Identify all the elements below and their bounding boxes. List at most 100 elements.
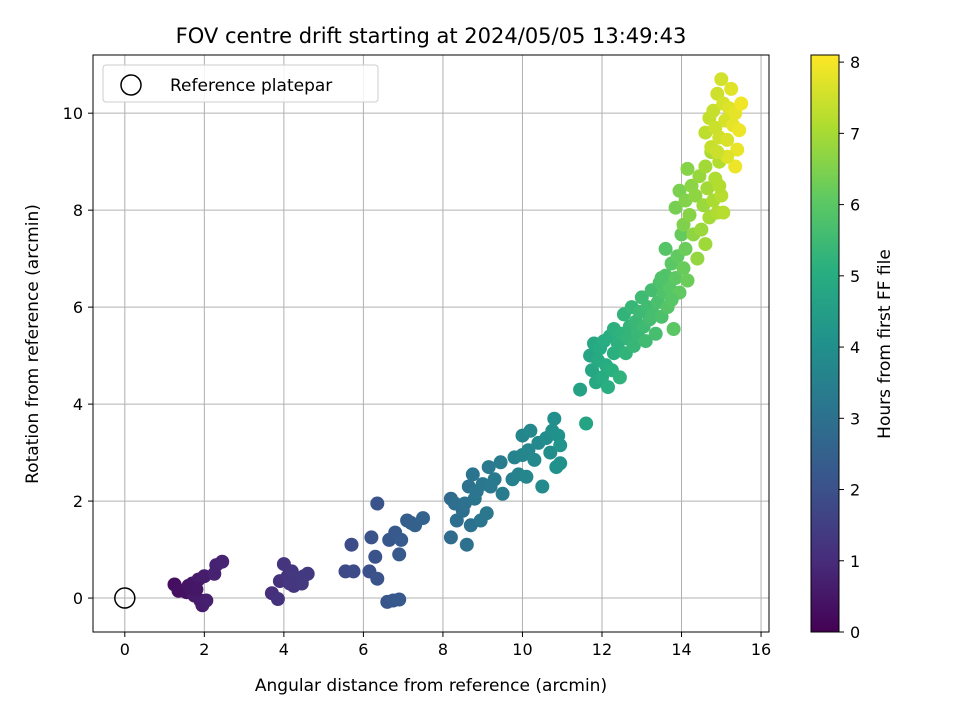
data-point xyxy=(416,511,430,526)
data-point xyxy=(654,271,669,285)
x-tick-label: 4 xyxy=(279,640,289,659)
colorbar: 0 1 2 3 4 5 6 7 8 Hours from first FF file xyxy=(810,53,895,642)
data-point xyxy=(547,411,562,426)
x-tick-label: 10 xyxy=(512,640,532,659)
data-point xyxy=(300,566,315,581)
x-tick-label: 8 xyxy=(438,640,448,659)
data-point xyxy=(666,322,681,336)
data-point xyxy=(658,241,673,256)
data-point xyxy=(527,452,542,467)
data-point xyxy=(728,159,743,174)
data-point xyxy=(668,271,683,285)
colorbar-label: Hours from first FF file xyxy=(875,249,895,439)
data-point xyxy=(364,530,379,545)
data-point xyxy=(690,251,705,266)
data-point xyxy=(370,571,385,586)
data-point xyxy=(189,582,204,597)
data-point xyxy=(680,273,695,288)
colorbar-tick-label: 8 xyxy=(850,53,860,72)
plot-frame xyxy=(92,54,770,633)
data-point xyxy=(493,455,508,470)
data-point xyxy=(465,467,480,482)
data-point xyxy=(734,96,749,111)
reference-platepar-marker xyxy=(114,587,136,609)
data-point xyxy=(706,103,721,118)
y-axis: 0 2 4 6 8 10 xyxy=(63,104,93,608)
data-point xyxy=(678,241,693,256)
y-tick-label: 0 xyxy=(73,589,83,608)
data-point xyxy=(270,592,285,606)
colorbar-tick-label: 1 xyxy=(850,552,860,571)
legend: Reference platepar xyxy=(102,64,379,103)
data-point xyxy=(535,479,550,494)
data-point xyxy=(716,205,731,220)
data-point xyxy=(392,547,407,562)
colorbar-tick-label: 0 xyxy=(850,623,860,642)
x-axis: 0 2 4 6 8 10 12 14 16 xyxy=(120,632,771,659)
data-point xyxy=(392,592,407,607)
data-point xyxy=(688,188,703,203)
data-point xyxy=(282,576,297,591)
data-point xyxy=(523,423,538,438)
colorbar-tick-label: 4 xyxy=(850,338,860,357)
data-point xyxy=(700,181,715,196)
data-point xyxy=(479,506,494,521)
data-point xyxy=(601,380,615,395)
y-tick-label: 6 xyxy=(73,298,83,317)
data-point xyxy=(720,132,735,147)
reference-marker-layer xyxy=(114,587,136,609)
y-tick-label: 8 xyxy=(73,201,83,220)
data-point xyxy=(481,460,496,475)
y-tick-label: 10 xyxy=(63,104,83,123)
colorbar-tick-label: 7 xyxy=(850,124,860,143)
data-point xyxy=(712,178,727,193)
x-tick-label: 0 xyxy=(120,640,130,659)
y-axis-label: Rotation from reference (arcmin) xyxy=(23,204,43,484)
colorbar-tick-label: 2 xyxy=(850,481,860,500)
data-point xyxy=(676,261,691,276)
data-point xyxy=(443,530,458,545)
data-point xyxy=(495,486,510,501)
data-point xyxy=(370,496,385,511)
data-point xyxy=(368,549,383,564)
x-tick-label: 16 xyxy=(751,640,771,659)
x-tick-label: 2 xyxy=(199,640,209,659)
x-tick-label: 6 xyxy=(358,640,368,659)
data-point xyxy=(638,334,653,349)
data-point xyxy=(710,145,725,159)
data-point xyxy=(724,81,739,96)
data-point xyxy=(553,456,568,471)
grid xyxy=(93,55,769,632)
data-point xyxy=(698,159,713,174)
data-point xyxy=(579,416,594,431)
data-point xyxy=(698,237,713,252)
data-point xyxy=(459,537,474,552)
data-point xyxy=(626,338,641,353)
chart-title: FOV centre drift starting at 2024/05/05 … xyxy=(176,24,687,48)
data-point xyxy=(215,554,230,569)
data-point xyxy=(714,72,729,87)
data-point xyxy=(732,123,747,138)
data-point xyxy=(394,532,409,547)
colorbar-gradient xyxy=(810,54,840,633)
data-point xyxy=(694,222,709,237)
x-axis-label: Angular distance from reference (arcmin) xyxy=(255,676,607,696)
legend-marker-open-circle xyxy=(120,74,142,96)
colorbar-tick-label: 6 xyxy=(850,196,860,215)
data-point xyxy=(730,142,745,157)
x-tick-label: 14 xyxy=(671,640,691,659)
data-point xyxy=(612,370,627,385)
data-point xyxy=(664,292,679,307)
colorbar-tick-label: 3 xyxy=(850,409,860,428)
y-tick-label: 4 xyxy=(73,395,83,414)
data-point xyxy=(668,200,683,215)
y-tick-label: 2 xyxy=(73,492,83,511)
data-points xyxy=(167,72,749,613)
data-point xyxy=(680,161,695,176)
x-tick-label: 12 xyxy=(592,640,612,659)
data-point xyxy=(648,326,663,341)
data-point xyxy=(682,208,697,222)
data-point xyxy=(344,537,359,552)
legend-label: Reference platepar xyxy=(170,76,332,96)
